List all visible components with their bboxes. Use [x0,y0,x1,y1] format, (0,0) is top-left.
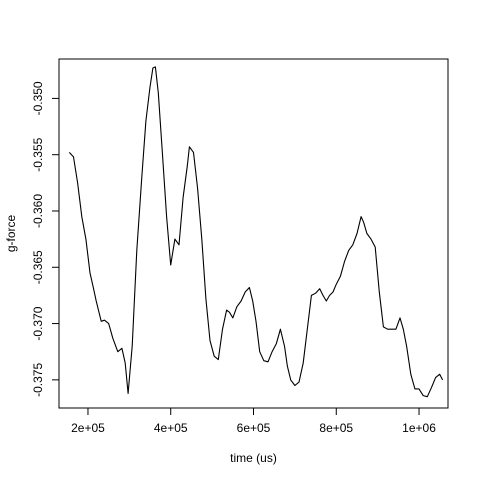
y-tick-label: -0.365 [31,250,45,284]
y-tick-label: -0.355 [31,137,45,171]
x-tick-label: 4e+05 [154,421,188,435]
y-tick-label: -0.370 [31,306,45,340]
x-tick-label: 8e+05 [319,421,353,435]
y-tick-label: -0.350 [31,81,45,115]
x-tick-label: 1e+06 [402,421,436,435]
x-axis-title: time (us) [230,451,277,465]
series-line [68,66,444,398]
y-tick-label: -0.360 [31,194,45,228]
x-axis: 2e+05 4e+05 6e+05 8e+05 1e+06 [71,408,436,435]
y-axis: -0.375 -0.370 -0.365 -0.360 -0.355 -0.350 [31,81,59,397]
y-axis-title: g-force [4,215,18,253]
x-tick-label: 2e+05 [71,421,105,435]
x-tick-label: 6e+05 [237,421,271,435]
y-tick-label: -0.375 [31,363,45,397]
